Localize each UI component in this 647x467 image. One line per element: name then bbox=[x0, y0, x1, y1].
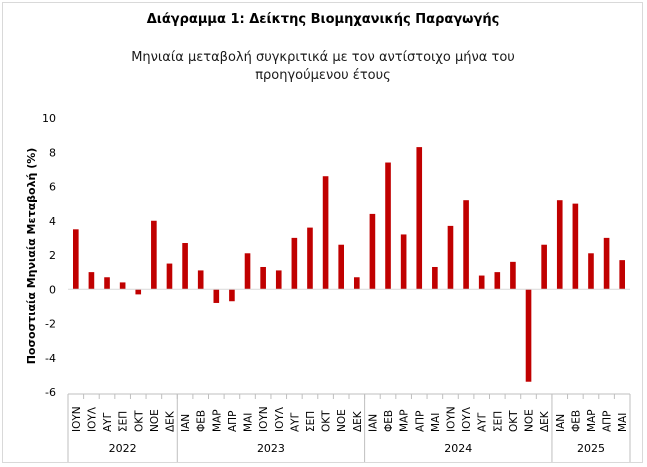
bar bbox=[88, 272, 95, 290]
year-label: 2023 bbox=[257, 442, 285, 455]
month-label: ΔΕΚ bbox=[539, 410, 551, 432]
bar bbox=[416, 147, 423, 290]
month-label: ΔΕΚ bbox=[164, 410, 176, 432]
month-label: ΜΑΡ bbox=[211, 409, 223, 432]
bar bbox=[400, 234, 407, 290]
bar bbox=[478, 275, 485, 290]
bar bbox=[525, 289, 532, 382]
month-label: ΙΟΥΛ bbox=[86, 406, 98, 432]
year-label: 2024 bbox=[444, 442, 472, 455]
month-label: ΦΕΒ bbox=[383, 410, 395, 432]
bar bbox=[307, 227, 313, 290]
bar bbox=[385, 162, 391, 290]
bar bbox=[166, 263, 173, 290]
month-label: ΙΑΝ bbox=[180, 414, 192, 432]
bar bbox=[229, 289, 235, 302]
chart-title: Διάγραμμα 1: Δείκτης Βιομηχανικής Παραγω… bbox=[147, 12, 500, 27]
bar bbox=[322, 176, 329, 290]
bar bbox=[260, 266, 266, 290]
month-label: ΙΟΥΛ bbox=[461, 406, 473, 432]
bar bbox=[182, 243, 188, 290]
bar bbox=[603, 237, 610, 290]
y-tick-label: -6 bbox=[45, 386, 56, 399]
month-label: ΝΟΕ bbox=[524, 409, 536, 432]
month-label: ΙΟΥΝ bbox=[71, 406, 83, 432]
month-label: ΣΕΠ bbox=[492, 411, 504, 432]
bar bbox=[275, 270, 282, 290]
month-label: ΙΑΝ bbox=[555, 414, 567, 432]
month-label: ΙΑΝ bbox=[367, 414, 379, 432]
bar bbox=[104, 277, 110, 290]
month-label: ΦΕΒ bbox=[570, 410, 582, 432]
y-tick-label: 10 bbox=[42, 112, 56, 125]
month-label: ΜΑΙ bbox=[243, 413, 255, 432]
month-label: ΣΕΠ bbox=[305, 411, 317, 432]
bar bbox=[556, 200, 563, 290]
y-tick-label: -2 bbox=[45, 318, 56, 331]
y-tick-label: 2 bbox=[49, 249, 56, 262]
month-label: ΙΟΥΝ bbox=[445, 406, 457, 432]
y-tick-label: 8 bbox=[49, 146, 56, 159]
bar bbox=[151, 220, 157, 290]
bar bbox=[447, 225, 454, 290]
month-label: ΑΠΡ bbox=[414, 411, 426, 432]
bar bbox=[541, 244, 547, 290]
month-label: ΦΕΒ bbox=[196, 410, 208, 432]
month-label: ΑΠΡ bbox=[602, 411, 614, 432]
month-label: ΜΑΙ bbox=[430, 413, 442, 432]
month-label: ΑΥΓ bbox=[102, 412, 114, 432]
month-label: ΝΟΕ bbox=[149, 409, 161, 432]
month-label: ΑΠΡ bbox=[227, 411, 239, 432]
bar bbox=[72, 229, 79, 290]
y-tick-label: 4 bbox=[49, 215, 56, 228]
chart-subtitle-line-2: προηγούμενου έτους bbox=[255, 68, 391, 83]
bar bbox=[291, 237, 298, 290]
month-label: ΟΚΤ bbox=[321, 410, 333, 432]
month-label: ΝΟΕ bbox=[336, 409, 348, 432]
year-label: 2025 bbox=[577, 442, 605, 455]
month-label: ΜΑΡ bbox=[586, 409, 598, 432]
month-label: ΜΑΡ bbox=[399, 409, 411, 432]
bar bbox=[353, 277, 360, 290]
bar bbox=[510, 261, 516, 290]
year-label: 2022 bbox=[109, 442, 137, 455]
month-label: ΙΟΥΛ bbox=[274, 406, 286, 432]
bar bbox=[213, 289, 220, 303]
chart-subtitle-line-1: Μηνιαία μεταβολή συγκριτικά με τον αντίσ… bbox=[131, 50, 515, 65]
bar bbox=[369, 213, 376, 290]
bar bbox=[619, 260, 626, 290]
month-label: ΑΥΓ bbox=[289, 412, 301, 432]
bar bbox=[197, 270, 204, 290]
month-label: ΣΕΠ bbox=[118, 411, 130, 432]
month-label: ΔΕΚ bbox=[352, 410, 364, 432]
y-tick-label: -4 bbox=[45, 352, 56, 365]
y-tick-label: 0 bbox=[49, 283, 56, 296]
bar bbox=[432, 266, 438, 290]
chart-frame bbox=[2, 2, 643, 463]
y-axis-title: Ποσοστιαία Μηνιαία Μεταβολή (%) bbox=[25, 148, 38, 365]
bar bbox=[135, 289, 142, 295]
month-label: ΟΚΤ bbox=[133, 410, 145, 432]
bar bbox=[338, 244, 345, 290]
y-tick-label: 6 bbox=[49, 181, 56, 194]
bar bbox=[244, 253, 251, 290]
month-label: ΜΑΙ bbox=[617, 413, 629, 432]
bar bbox=[572, 203, 579, 290]
month-label: ΑΥΓ bbox=[477, 412, 489, 432]
month-label: ΙΟΥΝ bbox=[258, 406, 270, 432]
month-label: ΟΚΤ bbox=[508, 410, 520, 432]
bar bbox=[463, 200, 469, 290]
bar bbox=[119, 282, 126, 290]
bar bbox=[494, 272, 501, 290]
bar bbox=[588, 253, 594, 290]
